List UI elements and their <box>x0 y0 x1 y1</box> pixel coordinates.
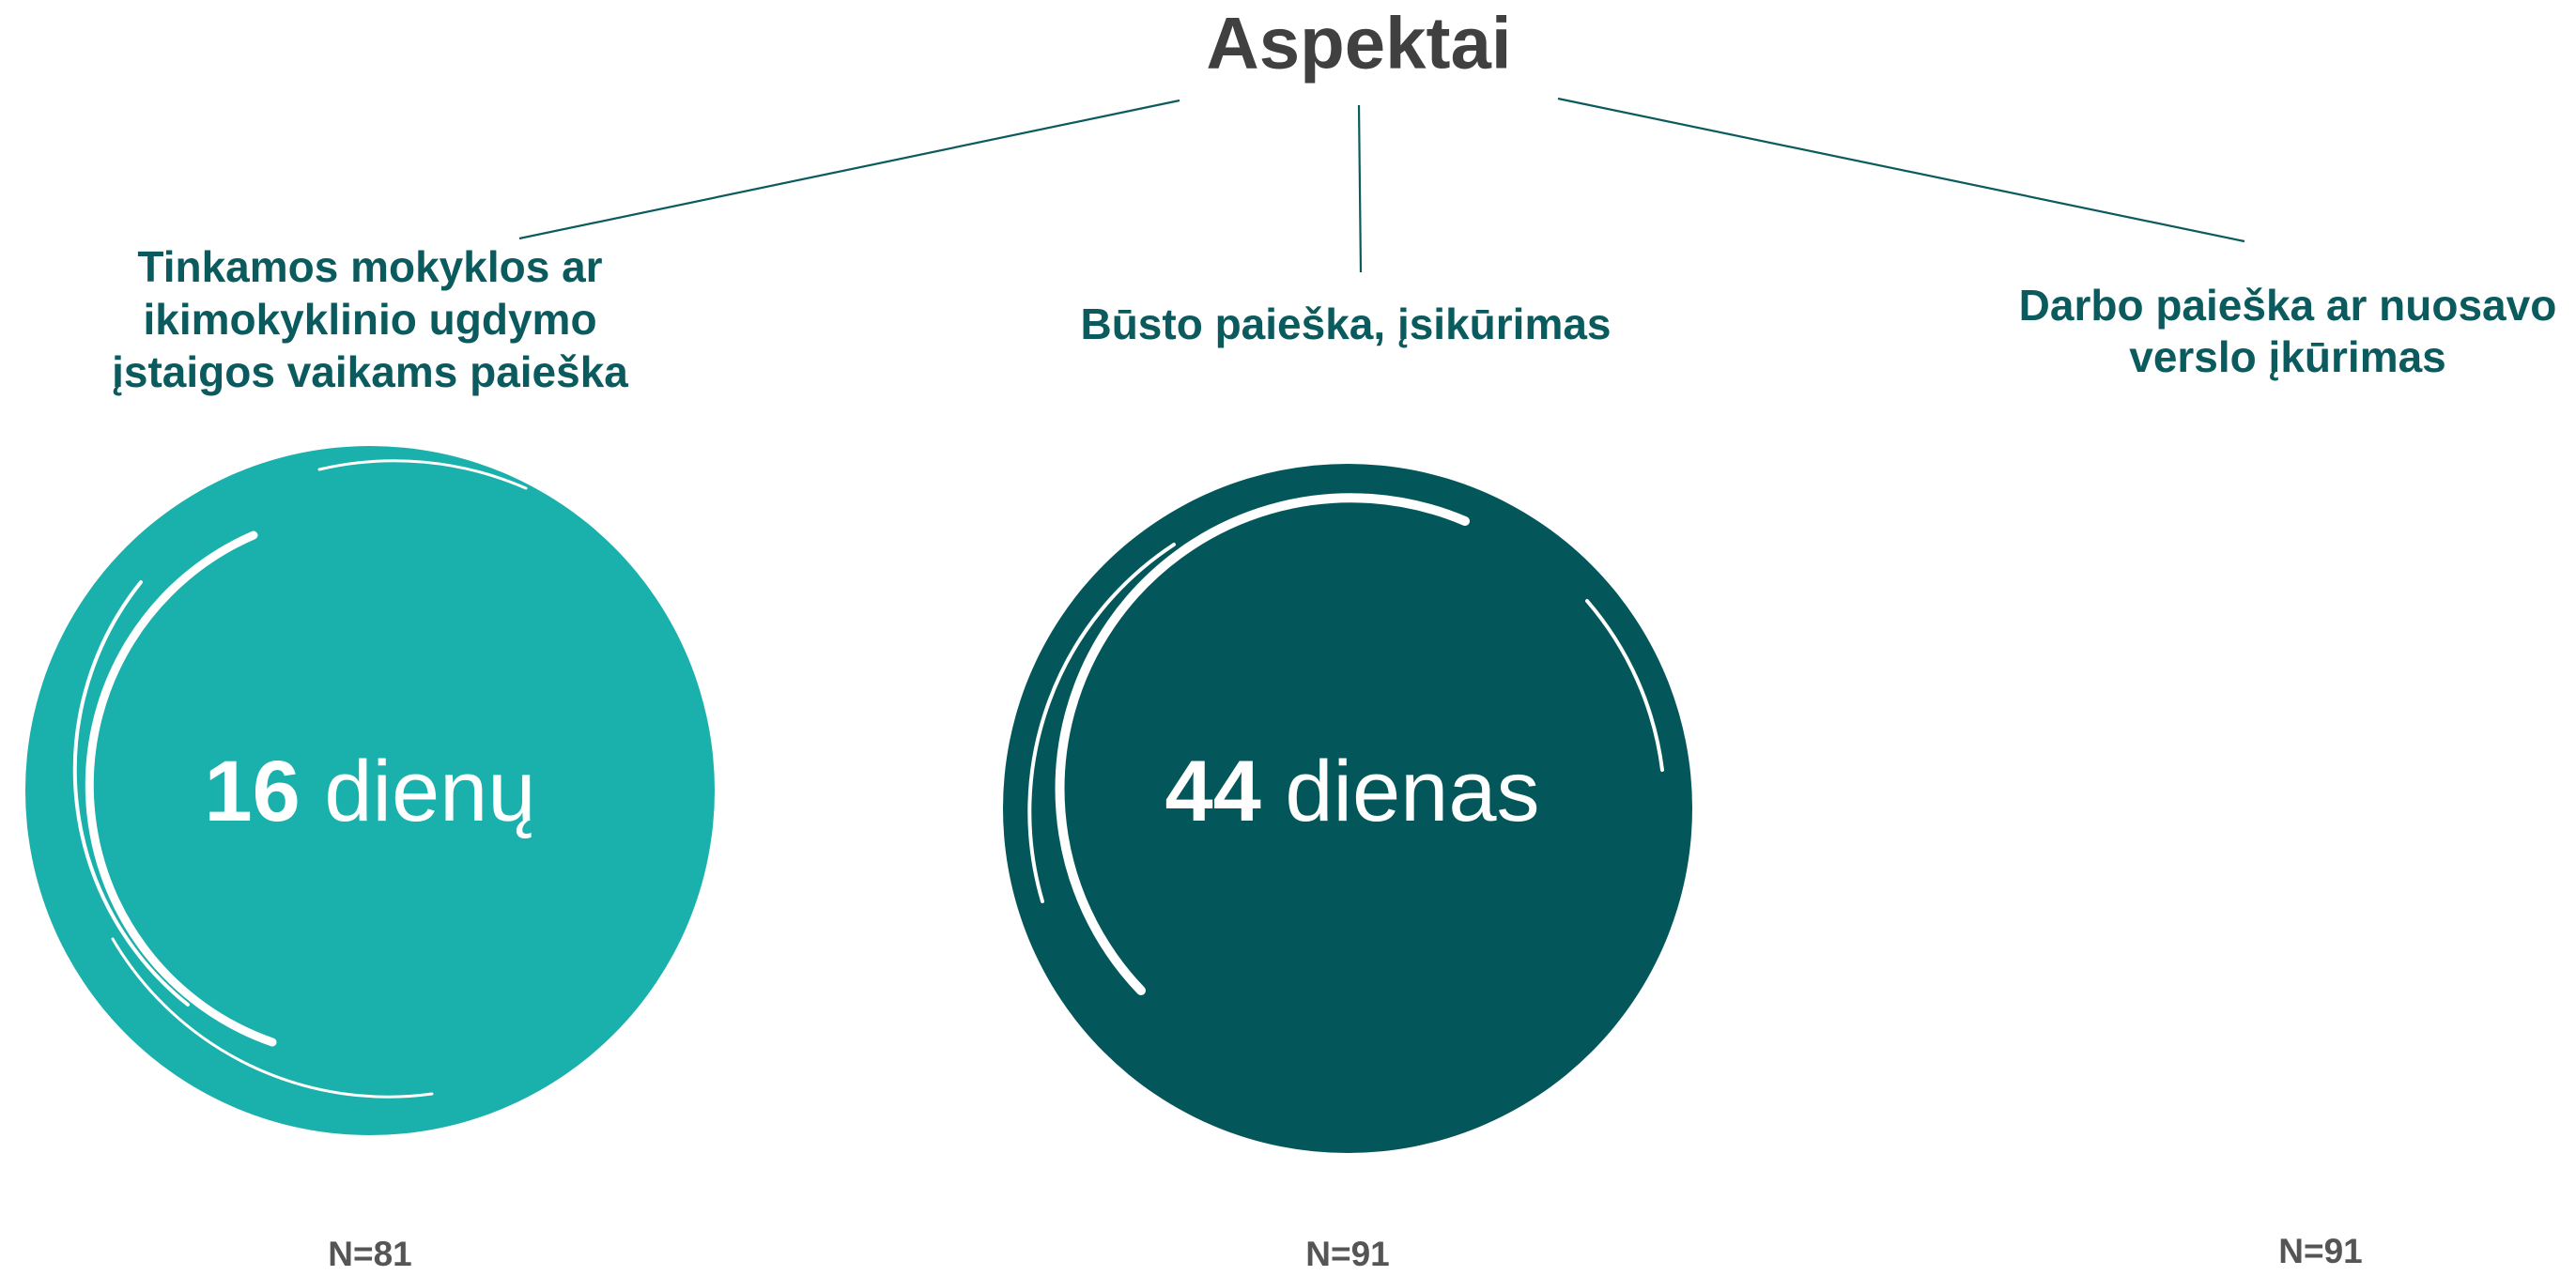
aspect-label: verslo įkūrimas <box>2129 332 2446 381</box>
circle-2: 44 dienas <box>1003 464 1692 1164</box>
aspect-label: Tinkamos mokyklos ar <box>137 242 602 291</box>
connector <box>519 100 1180 238</box>
aspect-label: Darbo paieška ar nuosavo <box>2019 281 2557 330</box>
unit: dienų <box>324 744 535 839</box>
aspect-label: ikimokyklinio ugdymo <box>143 295 596 344</box>
infographic: Aspektai Tinkamos mokyklos ar ikimokykli… <box>0 0 2576 1271</box>
sample-size: N=91 <box>1305 1235 1389 1271</box>
number: 44 <box>1165 744 1260 839</box>
value-text: 44 dienas <box>1165 744 1539 839</box>
title: Aspektai <box>1206 2 1511 85</box>
sample-size: N=91 <box>2278 1232 2362 1270</box>
sample-size: N=81 <box>328 1235 411 1271</box>
space <box>301 744 325 839</box>
circle-1: 16 dienų <box>25 446 715 1135</box>
aspect-label: Būsto paieška, įsikūrimas <box>1080 300 1611 348</box>
value-text: 16 dienų <box>204 744 535 839</box>
aspect-label: įstaigos vaikams paieška <box>112 347 628 396</box>
number: 16 <box>204 744 300 839</box>
unit: dienas <box>1285 744 1539 839</box>
connector <box>1558 99 2244 241</box>
space <box>1261 744 1286 839</box>
connector <box>1359 105 1361 272</box>
